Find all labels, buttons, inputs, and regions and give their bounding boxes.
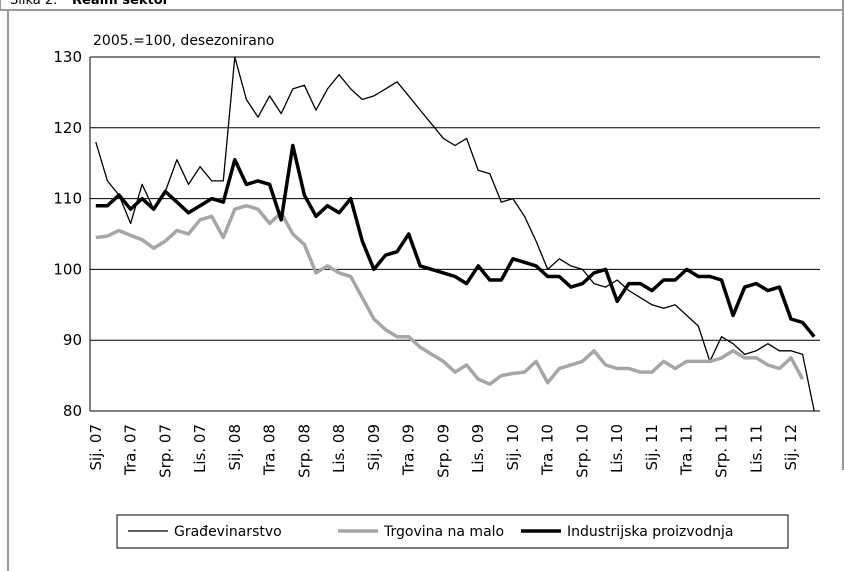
x-tick-label: Tra. 11	[678, 424, 696, 476]
x-tick-label: Tra. 10	[539, 424, 557, 476]
x-tick-label: Sij. 11	[643, 424, 661, 470]
x-tick-label: Tra. 07	[122, 424, 140, 476]
legend-box	[116, 514, 789, 549]
legend-label: Trgovina na malo	[383, 524, 504, 540]
series-line	[95, 203, 805, 386]
chart-title: Realni sektor	[72, 0, 170, 8]
x-tick-label: Srp. 11	[713, 424, 731, 478]
x-tick-label: Sij. 07	[87, 424, 105, 470]
x-tick-label: Srp. 09	[434, 424, 452, 478]
x-tick-label: Srp. 10	[573, 424, 591, 478]
x-tick-label: Tra. 08	[261, 424, 279, 476]
series-line	[95, 143, 816, 338]
series-line	[95, 56, 815, 412]
x-tick-label: Srp. 07	[156, 424, 174, 478]
x-tick-label: Lis. 08	[330, 424, 348, 473]
y-tick-label: 100	[53, 260, 82, 278]
y-tick-label: 110	[53, 190, 82, 208]
y-tick-label: 80	[63, 402, 82, 420]
header-band	[0, 0, 844, 11]
x-tick-label: Lis. 09	[469, 424, 487, 473]
x-tick-label: Lis. 07	[191, 424, 209, 473]
y-tick-label: 90	[63, 331, 82, 349]
legend-label: Industrijska proizvodnja	[567, 524, 733, 540]
x-tick-label: Sij. 08	[226, 424, 244, 470]
legend-label: Građevinarstvo	[174, 524, 282, 540]
x-tick-label: Sij. 09	[365, 424, 383, 470]
x-tick-label: Lis. 11	[747, 424, 765, 473]
x-tick-label: Sij. 12	[782, 424, 800, 470]
x-tick-label: Lis. 10	[608, 424, 626, 473]
subtitle: 2005.=100, desezonirano	[93, 33, 274, 49]
figure-label: Slika 2.	[10, 0, 57, 8]
x-tick-label: Tra. 09	[400, 424, 418, 476]
y-tick-label: 130	[53, 48, 82, 66]
x-tick-label: Sij. 10	[504, 424, 522, 470]
y-tick-label: 120	[53, 119, 82, 137]
x-tick-label: Srp. 08	[295, 424, 313, 478]
